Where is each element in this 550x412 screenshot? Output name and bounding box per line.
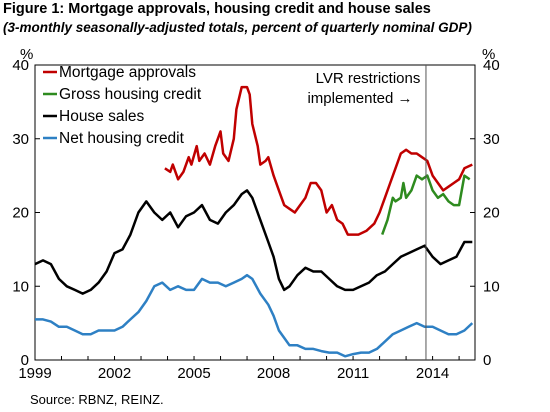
x-tick-label: 2005 [177,365,210,382]
y-tick-label-left: 0 [21,352,29,369]
x-tick-label: 2014 [416,365,449,382]
annotation-text-line2: implemented → [307,90,412,107]
y-tick-label-right: 20 [483,205,500,222]
x-tick-label: 2008 [257,365,290,382]
y-tick-label-left: 10 [12,278,29,295]
x-tick-label: 1999 [18,365,51,382]
y-tick-label-right: 0 [483,352,491,369]
y-tick-label-left: 20 [12,205,29,222]
y-tick-label-left: 30 [12,131,29,148]
annotation: LVR restrictions implemented → [307,65,427,360]
legend-label: Net housing credit [59,130,185,147]
annotation-text-line1: LVR restrictions [316,70,421,87]
y-tick-label-right: 40 [483,57,500,74]
legend-label: Mortgage approvals [59,64,196,81]
y-tick-label-left: 40 [12,57,29,74]
chart-title: Figure 1: Mortgage approvals, housing cr… [3,1,431,17]
series-line-house-sales [34,189,473,295]
y-tick-label-right: 10 [483,278,500,295]
legend: Mortgage approvals Gross housing credit Ho… [43,64,202,147]
series-lines [34,85,474,358]
axes: 0 0 10 10 20 20 30 30 40 40% % 1999 2002 2005 2008 2011… [12,46,499,382]
y-tick-label-right: 30 [483,131,500,148]
source-note: Source: RBNZ, REINZ. [30,392,164,407]
x-tick-label: 2011 [337,365,369,382]
chart-subtitle: (3-monthly seasonally-adjusted totals, p… [3,20,472,35]
series-line-mortgage-approvals [164,85,473,236]
legend-label: Gross housing credit [59,86,202,103]
y-axis-unit-right: % [482,46,495,63]
x-tick-label: 2002 [98,365,131,382]
legend-label: House sales [59,108,145,125]
series-line-gross-housing-credit [381,174,471,236]
series-line-net-housing-credit [35,273,474,358]
y-axis-unit-left: % [20,46,33,63]
